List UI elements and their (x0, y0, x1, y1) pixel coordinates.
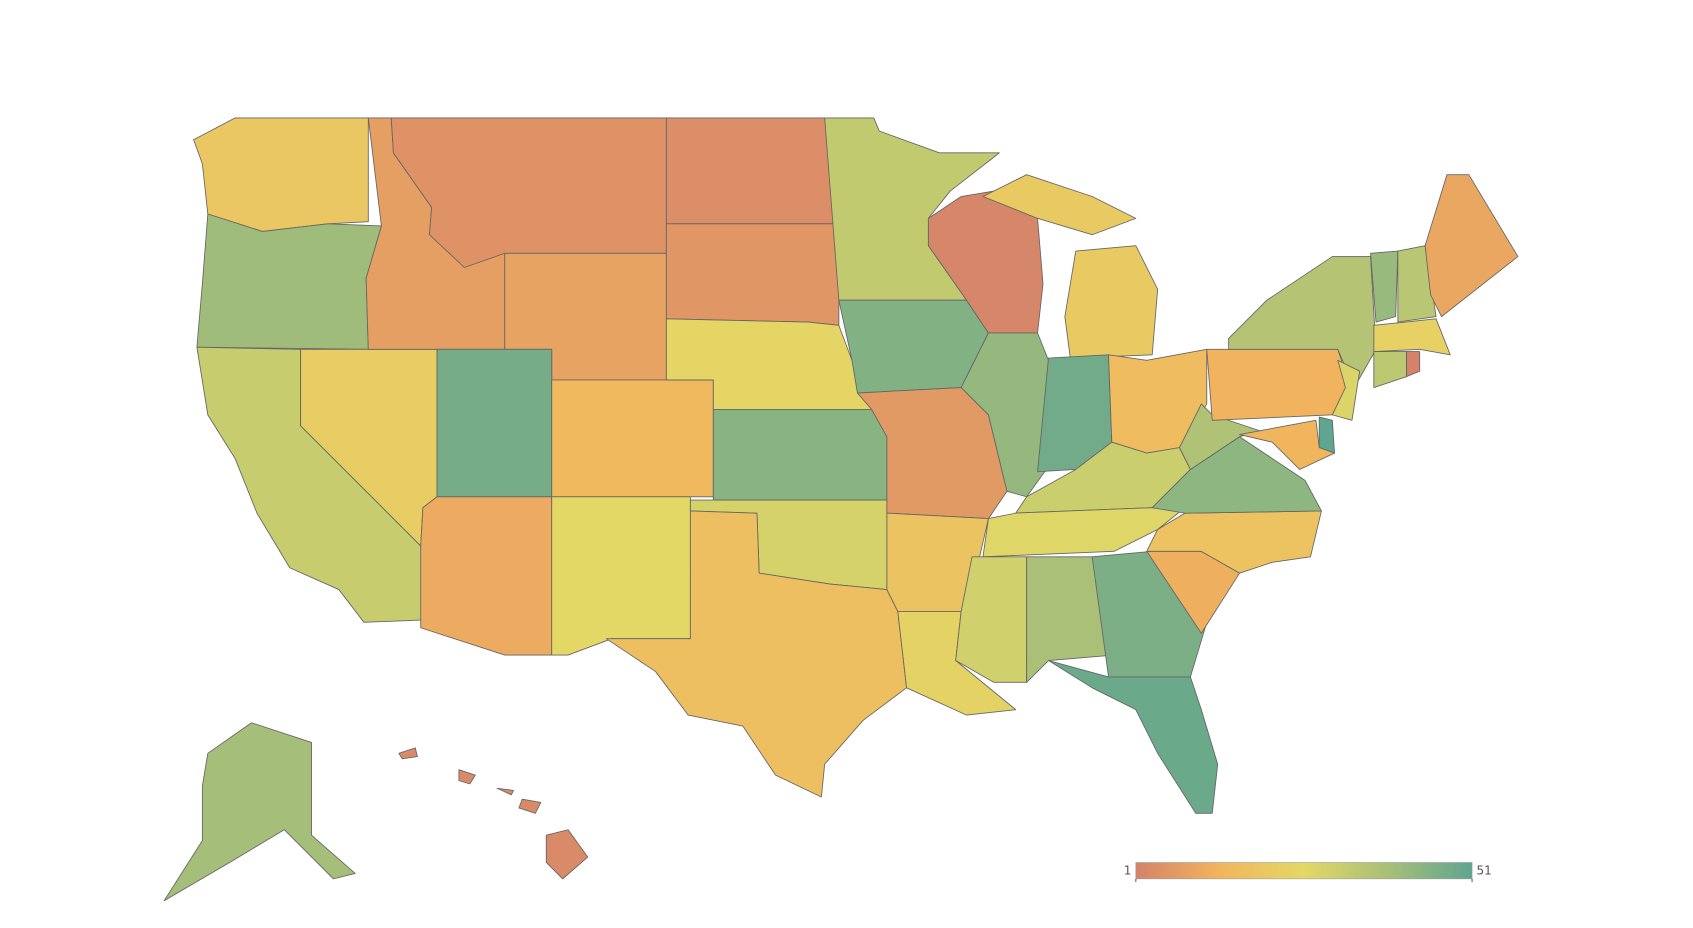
colorbar-label: 51 (1476, 864, 1491, 878)
colorbar (1135, 862, 1473, 880)
state (163, 722, 356, 902)
state (420, 496, 553, 656)
state (193, 117, 369, 232)
state (712, 408, 888, 501)
state (665, 223, 840, 326)
state (1206, 348, 1350, 421)
state (605, 510, 907, 798)
state (1373, 351, 1408, 389)
colorbar-label: 1 (1124, 864, 1132, 878)
state (1373, 318, 1451, 356)
state (1318, 416, 1335, 454)
state (551, 496, 691, 656)
state (927, 190, 1044, 334)
state (1026, 556, 1115, 683)
state (551, 379, 714, 498)
state (1048, 660, 1219, 814)
state (1370, 250, 1399, 323)
state (196, 213, 382, 350)
state (1397, 245, 1437, 323)
state (982, 507, 1186, 558)
state (1331, 359, 1361, 421)
state (398, 747, 589, 880)
state (982, 174, 1159, 359)
state (1424, 174, 1519, 318)
state (1406, 351, 1421, 378)
state (1239, 419, 1335, 470)
state (436, 348, 553, 498)
state (665, 117, 840, 225)
states (163, 117, 1519, 902)
state (1091, 550, 1208, 678)
